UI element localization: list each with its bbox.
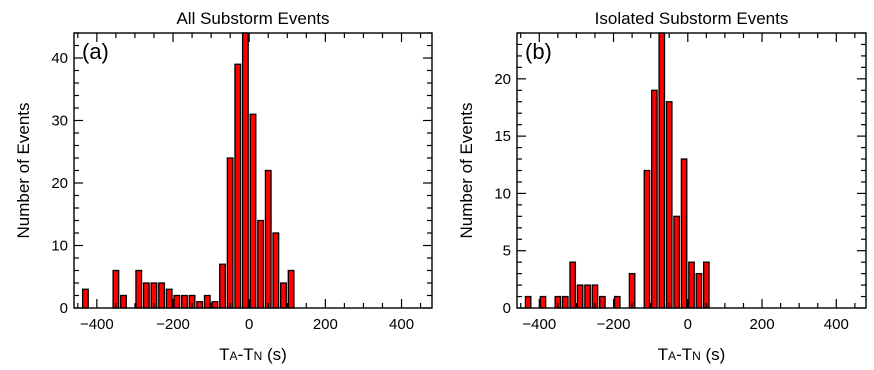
x-axis-title-xlabel-main-n: T: [682, 345, 692, 364]
x-axis-title-xlabel-dash: -: [238, 345, 244, 364]
bar: [241, 32, 249, 309]
bar: [158, 282, 166, 309]
bar: [584, 284, 591, 309]
bars: [81, 32, 295, 309]
bar: [643, 169, 651, 309]
bar: [673, 215, 681, 309]
y-axis-title: Number of Events: [14, 102, 33, 238]
bar: [203, 294, 211, 309]
chart-title: Isolated Substorm Events: [595, 9, 789, 28]
bar: [142, 282, 150, 309]
bar: [688, 261, 695, 309]
x-axis-title-xlabel-sub-a: A: [668, 349, 676, 363]
y-tick-label: 0: [503, 300, 511, 317]
bar: [81, 288, 89, 309]
bar: [112, 269, 120, 309]
bar: [576, 284, 584, 309]
x-axis-title-xlabel-unit: (s): [262, 345, 287, 364]
bar: [680, 158, 688, 309]
y-axis: 0 5 10 15 20: [494, 32, 866, 317]
x-tick-label: −200: [597, 316, 631, 333]
x-axis-title-xlabel-unit: (s): [701, 345, 726, 364]
x-axis-title-xlabel-main-a: T: [658, 345, 668, 364]
panel-label: (a): [82, 39, 109, 64]
bar: [651, 89, 658, 309]
bar: [628, 272, 636, 309]
bar: [165, 288, 173, 309]
x-axis-title: TA-TN (s): [219, 345, 287, 364]
bar: [695, 272, 703, 309]
chart-panel-b: Isolated Substorm Events−400 −200 0 200 4000…: [457, 9, 867, 364]
x-tick-label: 0: [684, 316, 692, 333]
bar: [196, 301, 204, 309]
x-tick-label: −200: [156, 316, 190, 333]
bar: [280, 282, 287, 309]
x-axis: −400 −200 0 200 400: [520, 33, 856, 333]
x-axis-title-xlabel-sub-a: A: [230, 349, 238, 363]
bar: [702, 261, 710, 309]
x-axis-title-xlabel-sub-n: N: [692, 349, 701, 363]
bar: [658, 32, 666, 309]
bar: [135, 269, 143, 309]
y-axis-title: Number of Events: [457, 102, 476, 238]
bar: [569, 261, 577, 309]
x-tick-label: 400: [824, 316, 849, 333]
chart-panel-a: All Substorm Events −400 −200 0 200 400 0 10 20 3…: [14, 9, 433, 364]
x-tick-label: −400: [80, 316, 114, 333]
x-axis-title: TA-TN (s): [658, 345, 726, 364]
bar: [257, 219, 265, 309]
bar: [234, 63, 242, 309]
x-tick-label: 400: [389, 316, 414, 333]
y-tick-label: 0: [60, 300, 68, 317]
x-axis-title-xlabel-main-n: T: [243, 345, 253, 364]
bar: [599, 295, 606, 309]
bar: [561, 295, 569, 309]
y-tick-label: 10: [51, 238, 68, 255]
x-tick-label: 200: [313, 316, 338, 333]
y-tick-label: 10: [494, 185, 511, 202]
y-tick-label: 15: [494, 128, 511, 145]
y-tick-label: 40: [51, 50, 68, 67]
bar: [539, 295, 547, 309]
x-axis-title-xlabel-main-a: T: [219, 345, 229, 364]
panel-label: (b): [525, 39, 552, 64]
y-axis: 0 10 20 30 40: [51, 32, 432, 317]
x-tick-label: 0: [245, 316, 253, 333]
chart-title: All Substorm Events: [176, 9, 329, 28]
bar: [219, 263, 226, 309]
x-axis-title-xlabel-dash: -: [676, 345, 682, 364]
x-tick-label: −400: [522, 316, 556, 333]
bar: [249, 113, 257, 309]
y-tick-label: 20: [51, 175, 68, 192]
bar: [173, 294, 181, 309]
bar: [264, 169, 272, 309]
y-tick-label: 30: [51, 113, 68, 130]
x-tick-label: 200: [750, 316, 775, 333]
bar: [226, 157, 234, 309]
bar: [180, 294, 188, 309]
bar: [524, 295, 532, 309]
y-tick-label: 20: [494, 71, 511, 88]
bar: [665, 101, 673, 309]
bar: [287, 269, 295, 309]
bar: [211, 301, 219, 309]
bar: [120, 294, 127, 309]
bars: [524, 32, 710, 309]
y-tick-label: 5: [503, 243, 511, 260]
bar: [613, 295, 621, 309]
bar: [272, 232, 280, 309]
x-axis: −400 −200 0 200 400: [77, 33, 422, 333]
x-axis-title-xlabel-sub-n: N: [254, 349, 263, 363]
